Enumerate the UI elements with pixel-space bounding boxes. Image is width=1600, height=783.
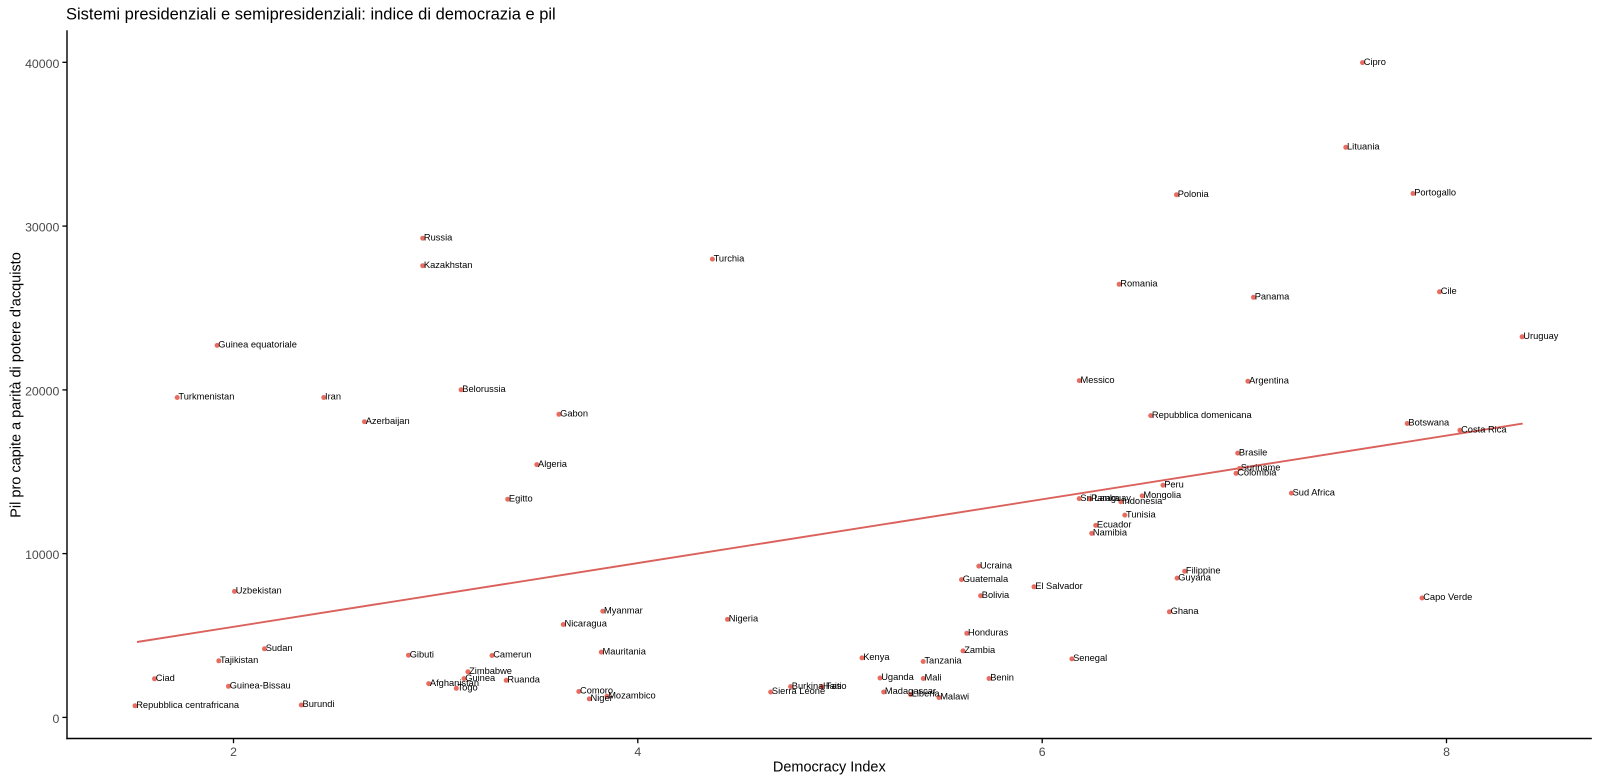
svg-text:Madagascar: Madagascar [885,686,936,696]
svg-text:0: 0 [52,712,59,726]
svg-text:Suriname: Suriname [1241,463,1281,473]
svg-text:Lituania: Lituania [1347,142,1380,152]
svg-text:Burundi: Burundi [303,699,335,709]
svg-text:10000: 10000 [25,548,59,562]
svg-text:Sud Africa: Sud Africa [1293,487,1336,497]
svg-text:Russia: Russia [424,232,453,242]
svg-text:Tunisia: Tunisia [1126,509,1156,519]
svg-text:Kazakhstan: Kazakhstan [424,260,473,270]
svg-text:6: 6 [1039,745,1046,759]
svg-text:Tanzania: Tanzania [924,656,962,666]
svg-text:Cipro: Cipro [1364,57,1386,67]
svg-text:8: 8 [1443,745,1450,759]
svg-text:Sierra Leone: Sierra Leone [772,686,825,696]
svg-text:Ghana: Ghana [1171,606,1200,616]
svg-text:Colombia: Colombia [1237,468,1277,478]
svg-text:Zimbabwe: Zimbabwe [469,666,512,676]
svg-text:Mozambico: Mozambico [608,690,656,700]
svg-text:Honduras: Honduras [968,628,1009,638]
svg-text:Kenya: Kenya [863,652,890,662]
svg-text:Liberia: Liberia [912,689,941,699]
svg-text:Mali: Mali [925,673,942,683]
svg-text:Malawi: Malawi [940,692,969,702]
svg-text:Algeria: Algeria [538,459,568,469]
svg-text:Haiti: Haiti [823,681,842,691]
svg-text:Cile: Cile [1441,286,1457,296]
svg-text:Guyana: Guyana [1178,572,1211,582]
svg-text:Zambia: Zambia [964,645,996,655]
svg-text:Benin: Benin [990,673,1014,683]
svg-text:Turkmenistan: Turkmenistan [178,392,234,402]
svg-text:Panama: Panama [1255,292,1290,302]
svg-text:Uruguay: Uruguay [1523,331,1558,341]
svg-text:Comoro: Comoro [580,686,613,696]
svg-text:El Salvador: El Salvador [1035,581,1083,591]
svg-text:4: 4 [634,745,641,759]
svg-text:Togo: Togo [458,683,478,693]
svg-text:30000: 30000 [25,221,59,235]
svg-text:Gibuti: Gibuti [410,649,434,659]
svg-text:20000: 20000 [25,384,59,398]
svg-text:Senegal: Senegal [1073,653,1107,663]
svg-text:Niger: Niger [591,693,613,703]
svg-text:40000: 40000 [25,57,59,71]
svg-text:Guinea: Guinea [465,673,496,683]
svg-text:Portogallo: Portogallo [1414,188,1456,198]
svg-text:Romania: Romania [1120,279,1158,289]
svg-text:Messico: Messico [1081,375,1115,385]
svg-text:Mongolia: Mongolia [1143,490,1182,500]
svg-text:Afghanistan: Afghanistan [430,678,479,688]
svg-text:Costa Rica: Costa Rica [1461,425,1507,435]
svg-text:Repubblica centrafricana: Repubblica centrafricana [136,700,240,710]
svg-text:Turchia: Turchia [714,253,745,263]
svg-text:Gabon: Gabon [560,409,588,419]
svg-text:Argentina: Argentina [1249,375,1290,385]
svg-text:Bolivia: Bolivia [982,590,1010,600]
svg-text:Polonia: Polonia [1178,189,1210,199]
svg-text:Ciad: Ciad [156,673,175,683]
svg-text:Guatemala: Guatemala [963,574,1009,584]
svg-text:2: 2 [230,745,237,759]
svg-text:Namibia: Namibia [1093,528,1128,538]
svg-text:Azerbaijan: Azerbaijan [366,416,410,426]
svg-text:Brasile: Brasile [1239,447,1267,457]
svg-text:Nicaragua: Nicaragua [565,619,608,629]
svg-text:Peru: Peru [1164,479,1184,489]
svg-text:Indonesia: Indonesia [1122,496,1163,506]
svg-text:Mauritania: Mauritania [603,646,647,656]
svg-text:Myanmar: Myanmar [604,605,643,615]
svg-text:Sistemi presidenziali e semipr: Sistemi presidenziali e semipresidenzial… [66,5,556,23]
svg-text:Ucraina: Ucraina [980,560,1013,570]
svg-text:Uganda: Uganda [881,672,914,682]
svg-text:Iran: Iran [325,392,341,402]
svg-text:Camerun: Camerun [493,650,531,660]
svg-text:Capo Verde: Capo Verde [1423,592,1472,602]
svg-text:Botswana: Botswana [1408,418,1450,428]
svg-text:Pil pro capite a parità di pot: Pil pro capite a parità di potere d'acqu… [8,252,24,518]
svg-text:Nigeria: Nigeria [729,614,759,624]
svg-text:Sri Lanka: Sri Lanka [1080,493,1120,503]
svg-text:Ecuador: Ecuador [1097,520,1132,530]
svg-text:Tajikistan: Tajikistan [220,655,258,665]
svg-text:Uzbekistan: Uzbekistan [236,586,282,596]
svg-text:Burkina Faso: Burkina Faso [792,681,847,691]
svg-text:Belorussia: Belorussia [462,384,506,394]
svg-text:Guinea equatoriale: Guinea equatoriale [218,340,297,350]
svg-text:Repubblica domenicana: Repubblica domenicana [1152,410,1253,420]
svg-text:Paraguay: Paraguay [1091,493,1131,503]
svg-text:Guinea-Bissau: Guinea-Bissau [230,681,291,691]
svg-text:Sudan: Sudan [266,643,293,653]
svg-text:Filippine: Filippine [1186,565,1221,575]
svg-text:Egitto: Egitto [509,493,533,503]
svg-text:Ruanda: Ruanda [507,675,540,685]
svg-text:Democracy Index: Democracy Index [773,760,887,776]
